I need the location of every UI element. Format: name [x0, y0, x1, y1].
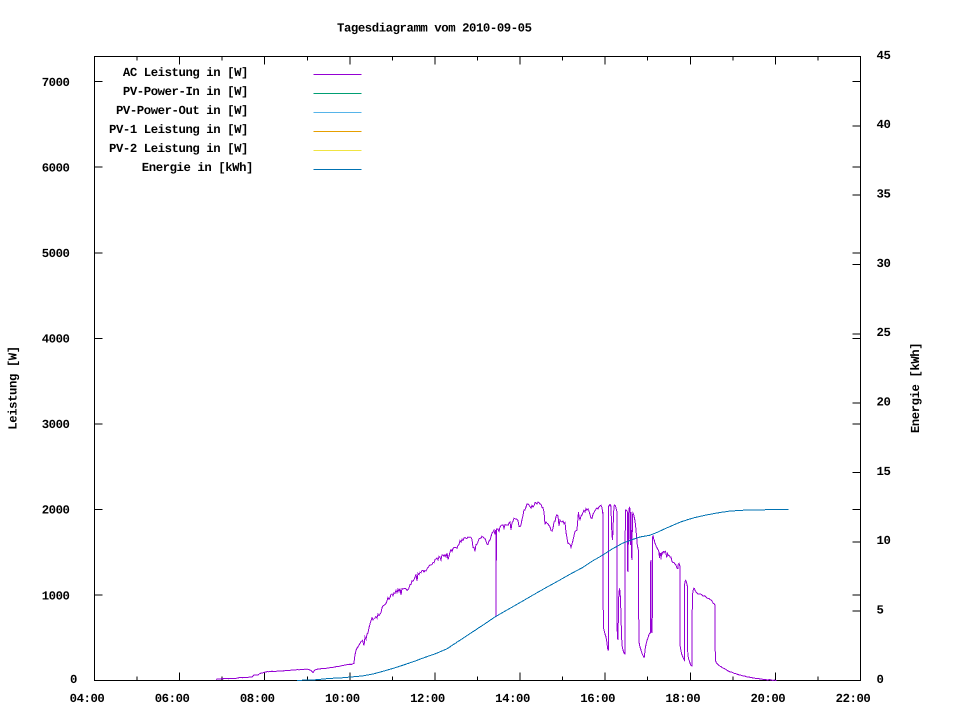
svg-text:22:00: 22:00: [836, 692, 871, 706]
svg-text:18:00: 18:00: [665, 692, 700, 706]
svg-text:7000: 7000: [42, 76, 70, 90]
svg-text:0: 0: [877, 673, 884, 687]
svg-text:06:00: 06:00: [155, 692, 190, 706]
svg-text:25: 25: [877, 326, 891, 340]
svg-text:08:00: 08:00: [240, 692, 275, 706]
svg-text:2000: 2000: [42, 504, 70, 518]
svg-text:3000: 3000: [42, 418, 70, 432]
svg-text:5000: 5000: [42, 247, 70, 261]
svg-text:PV-Power-Out in [W]: PV-Power-Out in [W]: [116, 104, 248, 118]
svg-text:1000: 1000: [42, 589, 70, 603]
svg-text:45: 45: [877, 49, 891, 63]
svg-text:4000: 4000: [42, 333, 70, 347]
svg-text:6000: 6000: [42, 162, 70, 176]
svg-text:35: 35: [877, 188, 891, 202]
svg-text:PV-1 Leistung in [W]: PV-1 Leistung in [W]: [109, 123, 248, 137]
svg-text:10:00: 10:00: [325, 692, 360, 706]
svg-text:14:00: 14:00: [495, 692, 530, 706]
svg-text:15: 15: [877, 465, 891, 479]
svg-text:04:00: 04:00: [70, 692, 105, 706]
svg-text:12:00: 12:00: [410, 692, 445, 706]
svg-text:30: 30: [877, 257, 891, 271]
svg-text:AC Leistung in [W]: AC Leistung in [W]: [123, 66, 248, 80]
svg-text:Tagesdiagramm vom 2010-09-05: Tagesdiagramm vom 2010-09-05: [337, 22, 532, 36]
svg-text:PV-Power-In in [W]: PV-Power-In in [W]: [123, 85, 248, 99]
svg-text:0: 0: [70, 673, 77, 687]
svg-text:Leistung [W]: Leistung [W]: [7, 346, 21, 429]
svg-text:16:00: 16:00: [580, 692, 615, 706]
svg-text:10: 10: [877, 534, 891, 548]
svg-text:20: 20: [877, 396, 891, 410]
svg-text:5: 5: [877, 604, 884, 618]
svg-text:Energie [kWh]: Energie [kWh]: [909, 343, 923, 433]
svg-text:PV-2 Leistung in [W]: PV-2 Leistung in [W]: [109, 142, 248, 156]
svg-text:40: 40: [877, 118, 891, 132]
svg-text:Energie in [kWh]: Energie in [kWh]: [142, 161, 253, 175]
svg-text:20:00: 20:00: [751, 692, 786, 706]
